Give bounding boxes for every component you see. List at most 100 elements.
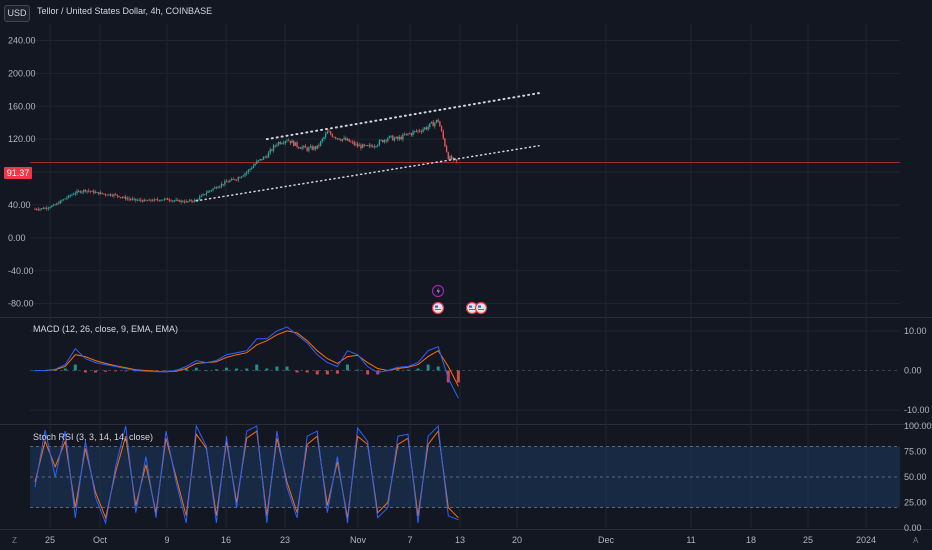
- symbol-title[interactable]: Tellor / United States Dollar, 4h, COINB…: [37, 6, 213, 16]
- candle: [439, 121, 441, 127]
- x-tick-label: 11: [686, 535, 695, 545]
- candle: [146, 200, 149, 202]
- candle: [262, 156, 265, 160]
- candle: [163, 198, 166, 200]
- candle: [341, 139, 344, 141]
- macd-histogram-bar: [315, 370, 319, 375]
- candle: [427, 126, 429, 130]
- candle: [402, 134, 404, 140]
- macd-axis-label: 10.00: [904, 326, 927, 336]
- candle: [91, 190, 93, 192]
- candle: [193, 199, 196, 202]
- candle: [114, 194, 117, 196]
- candle: [101, 192, 103, 194]
- candle: [279, 142, 281, 144]
- candle: [251, 167, 253, 169]
- x-tick-label: Dec: [598, 535, 615, 545]
- macd-histogram-bar: [325, 370, 329, 375]
- candle: [192, 201, 194, 202]
- candle: [49, 207, 51, 208]
- macd-histogram-bar: [345, 364, 349, 371]
- candle: [235, 179, 238, 181]
- candle: [259, 158, 261, 161]
- candle: [437, 119, 439, 122]
- candle: [177, 200, 179, 201]
- flag-canton: [469, 305, 472, 308]
- macd-histogram-bar: [214, 369, 218, 371]
- candle: [210, 190, 213, 192]
- lightning-event-icon: [431, 284, 445, 298]
- candle: [187, 201, 189, 202]
- macd-histogram-bar: [255, 364, 259, 371]
- candle: [328, 131, 330, 133]
- us-flag-event-icon: [431, 301, 445, 315]
- candle: [52, 204, 55, 206]
- candle: [42, 208, 45, 210]
- candle: [219, 186, 221, 188]
- candle: [232, 178, 234, 180]
- candle: [346, 138, 349, 141]
- candle: [425, 127, 428, 130]
- macd-histogram-bar: [225, 367, 229, 371]
- candle: [400, 137, 402, 140]
- candle: [286, 140, 288, 142]
- candle: [155, 199, 157, 201]
- candle: [301, 147, 303, 149]
- candle: [94, 192, 97, 194]
- candle: [323, 137, 325, 139]
- macd-histogram-bar: [245, 368, 249, 371]
- candle: [225, 181, 228, 183]
- candle: [173, 200, 176, 202]
- macd-line: [35, 326, 459, 399]
- candle: [324, 133, 327, 138]
- stoch-axis-label: 75.00: [904, 447, 927, 457]
- candle: [123, 197, 125, 198]
- candle: [178, 200, 181, 202]
- candle: [277, 142, 280, 145]
- candle: [74, 193, 77, 195]
- stoch-rsi-indicator-label[interactable]: Stoch RSI (3, 3, 14, 14, close): [33, 432, 154, 442]
- candle: [229, 180, 231, 182]
- candle: [405, 133, 407, 135]
- macd-histogram-bar: [63, 368, 67, 371]
- macd-histogram-bar: [114, 370, 118, 372]
- macd-indicator-label[interactable]: MACD (12, 26, close, 9, EMA, EMA): [33, 324, 179, 334]
- x-tick-label: 16: [221, 535, 231, 545]
- candle: [343, 138, 345, 140]
- candle: [168, 200, 171, 201]
- candle: [331, 134, 334, 137]
- candle: [350, 141, 352, 143]
- macd-histogram-bar: [194, 367, 198, 371]
- currency-button[interactable]: USD: [4, 5, 30, 22]
- candle: [407, 133, 409, 135]
- candle: [261, 158, 263, 160]
- candle: [308, 147, 310, 151]
- zoom-button[interactable]: Z: [12, 536, 17, 545]
- us-flag-event-icon: [474, 301, 488, 315]
- x-tick-label: 20: [512, 535, 522, 545]
- candle: [237, 177, 239, 180]
- price-axis-label: -40.00: [8, 266, 34, 276]
- candle: [61, 200, 63, 202]
- candle: [429, 123, 431, 127]
- candle: [303, 145, 305, 148]
- candle: [380, 140, 382, 141]
- candle: [284, 141, 287, 143]
- candle: [77, 191, 80, 192]
- candle: [356, 143, 359, 147]
- candle: [247, 169, 250, 173]
- candle: [222, 183, 224, 185]
- auto-scale-button[interactable]: A: [913, 536, 919, 545]
- candle: [403, 134, 406, 136]
- candle: [450, 156, 453, 160]
- candle: [309, 146, 312, 148]
- macd-histogram-bar: [204, 370, 208, 372]
- candle: [326, 131, 329, 134]
- candle: [126, 198, 129, 200]
- candle: [442, 131, 444, 139]
- price-axis-label: 160.00: [8, 101, 36, 111]
- candle: [130, 199, 132, 200]
- candle: [153, 199, 155, 201]
